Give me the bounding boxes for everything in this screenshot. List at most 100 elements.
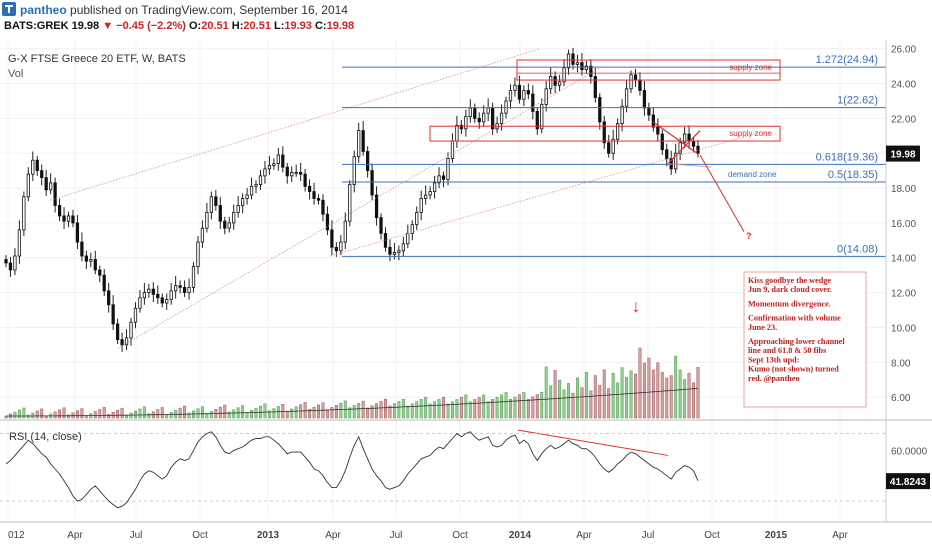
- wedge-line: [667, 163, 712, 168]
- volume-bar: [285, 410, 289, 419]
- volume-bar: [611, 372, 615, 419]
- volume-bar: [26, 414, 30, 419]
- volume-bar: [263, 403, 267, 419]
- volume-bar: [450, 401, 454, 419]
- price-tick-label: 12.00: [891, 289, 916, 300]
- candle-body: [89, 259, 93, 262]
- volume-bar: [415, 401, 419, 419]
- volume-bar: [312, 406, 316, 419]
- volume-bar: [593, 375, 597, 419]
- volume-bar: [500, 394, 504, 419]
- candle-body: [544, 88, 548, 105]
- time-tick-label: Apr: [67, 530, 83, 541]
- author-link[interactable]: pantheo: [20, 3, 67, 17]
- candle-body: [598, 97, 602, 123]
- down-triangle-icon: ▼: [102, 20, 114, 32]
- volume-bar: [571, 392, 575, 419]
- candle-body: [240, 198, 245, 206]
- candle-body: [93, 259, 97, 271]
- volume-bars: [4, 347, 700, 419]
- volume-bar: [223, 404, 227, 419]
- volume-bar: [232, 409, 236, 419]
- price-tick-label: 8.00: [891, 358, 911, 369]
- candle-body: [191, 266, 196, 288]
- time-tick-label: Apr: [325, 530, 341, 541]
- candle-body: [263, 168, 267, 177]
- tradingview-logo-icon: [2, 2, 16, 16]
- volume-bar: [352, 405, 356, 419]
- channel-line: [329, 131, 761, 257]
- candle-body: [299, 171, 303, 175]
- volume-bar: [93, 411, 97, 419]
- volume-bar: [607, 388, 611, 419]
- volume-bar: [254, 407, 258, 419]
- candle-body: [589, 65, 593, 77]
- wedge-line: [667, 130, 701, 165]
- volume-bar: [424, 396, 428, 419]
- candle-body: [352, 156, 356, 185]
- candle-body: [31, 159, 35, 175]
- volume-bar: [549, 385, 553, 419]
- candle-body: [339, 241, 343, 252]
- volume-bar: [473, 399, 477, 419]
- down-arrow-icon: ↓: [632, 296, 641, 316]
- note-line: Sept 13th upd:: [748, 355, 799, 364]
- candle-body: [647, 107, 651, 116]
- volume-bar: [401, 398, 405, 419]
- candle-body: [540, 104, 544, 130]
- volume-bar: [35, 410, 39, 419]
- candle-body: [325, 213, 330, 231]
- rsi-last-label: 41.8243: [890, 477, 927, 488]
- volume-bar: [67, 414, 70, 419]
- candle-body: [651, 114, 655, 128]
- candle-body: [584, 65, 589, 71]
- candle-body: [370, 170, 374, 196]
- candle-body: [642, 90, 647, 109]
- volume-bar: [678, 369, 682, 419]
- candle-body: [307, 185, 312, 192]
- rsi-divergence-line: [517, 429, 669, 456]
- volume-bar: [397, 401, 401, 419]
- candle-body: [674, 152, 678, 170]
- symbol: BATS:GREK: [4, 20, 69, 32]
- volume-bar: [665, 377, 669, 419]
- volume-bar: [250, 410, 254, 419]
- volume-bar: [580, 387, 584, 419]
- candlesticks: [4, 47, 700, 352]
- candle-body: [620, 105, 624, 125]
- volume-bar: [267, 410, 271, 419]
- volume-bar: [660, 372, 664, 419]
- candle-body: [535, 111, 539, 130]
- channel-line: [49, 48, 541, 201]
- volume-bar: [575, 377, 579, 419]
- volume-bar: [227, 411, 231, 419]
- candle-body: [526, 90, 530, 95]
- candle-body: [348, 184, 352, 222]
- volume-bar: [388, 405, 392, 419]
- volume-bar: [455, 399, 459, 419]
- candle-body: [477, 117, 481, 123]
- rsi-tick-label: 60.0000: [891, 446, 928, 457]
- candle-body: [120, 339, 124, 346]
- candle-body: [553, 76, 557, 86]
- volume-bar: [178, 407, 182, 419]
- candle-body: [227, 222, 231, 229]
- chart-title: G-X FTSE Greece 20 ETF, W, BATS: [8, 53, 186, 65]
- candle-body: [75, 222, 80, 243]
- volume-bar: [133, 410, 137, 419]
- volume-bar: [629, 370, 633, 419]
- candle-body: [665, 149, 669, 159]
- candle-body: [562, 67, 566, 83]
- volume-bar: [281, 404, 285, 419]
- candle-body: [392, 252, 397, 255]
- price-chart[interactable]: 1.272(24.94) 1(22.62) 0.618(19.36) 0.5(18.3…: [0, 38, 932, 550]
- volume-bar: [379, 401, 383, 419]
- volume-bar: [58, 409, 62, 419]
- time-tick-label: Apr: [832, 530, 848, 541]
- supply-zone-label: supply zone: [729, 63, 772, 72]
- candle-body: [8, 262, 13, 271]
- time-tick-label: 012: [8, 530, 25, 541]
- candle-body: [687, 133, 691, 142]
- volume-bar: [142, 406, 146, 419]
- volume-bar: [303, 402, 307, 419]
